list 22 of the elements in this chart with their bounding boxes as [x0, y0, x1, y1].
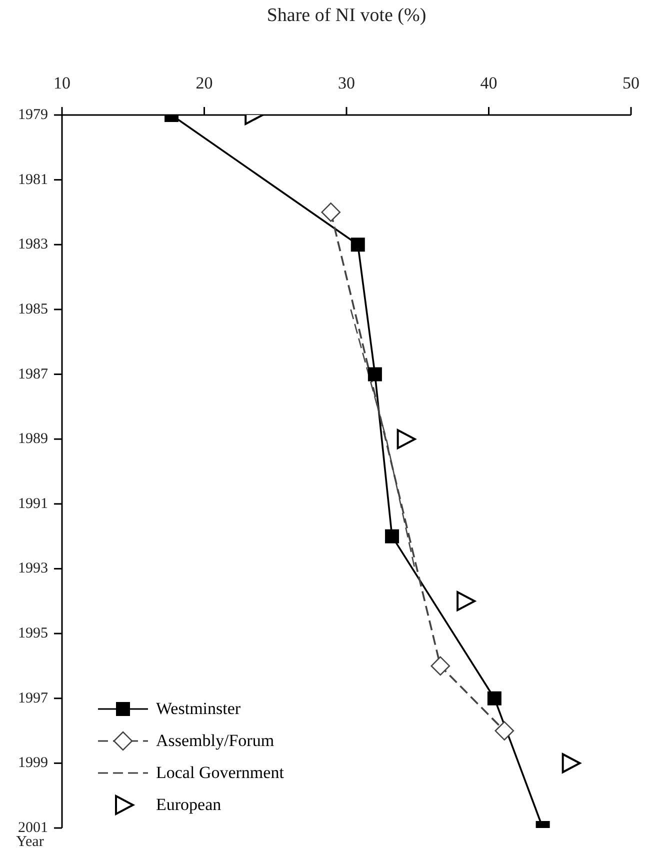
y-tick-label: 1983 — [18, 236, 48, 253]
y-tick-label: 1995 — [18, 626, 48, 642]
y-tick-label: 1981 — [18, 172, 48, 188]
y-tick-label: 1987 — [18, 366, 48, 382]
y-tick-label: 1993 — [18, 560, 48, 577]
y-tick-label: 1979 — [18, 107, 48, 123]
legend-label: Assembly/Forum — [156, 731, 274, 751]
legend-label: Local Government — [156, 763, 284, 783]
x-tick-label: 30 — [338, 74, 355, 92]
y-tick-label: 2001 — [18, 820, 48, 836]
y-tick-label: 1991 — [18, 496, 48, 512]
legend-label: Westminster — [156, 699, 241, 719]
y-axis-title: Year — [16, 834, 44, 850]
x-tick-label: 10 — [54, 74, 70, 92]
y-tick-label: 1999 — [18, 755, 48, 772]
y-tick-label: 1997 — [18, 690, 48, 706]
x-tick-label: 20 — [196, 74, 213, 92]
y-tick-label: 1985 — [18, 301, 48, 318]
legend-label: European — [156, 795, 222, 815]
y-tick-label: 1989 — [18, 431, 48, 448]
x-tick-label: 40 — [480, 74, 498, 92]
x-tick-label: 50 — [622, 74, 640, 92]
